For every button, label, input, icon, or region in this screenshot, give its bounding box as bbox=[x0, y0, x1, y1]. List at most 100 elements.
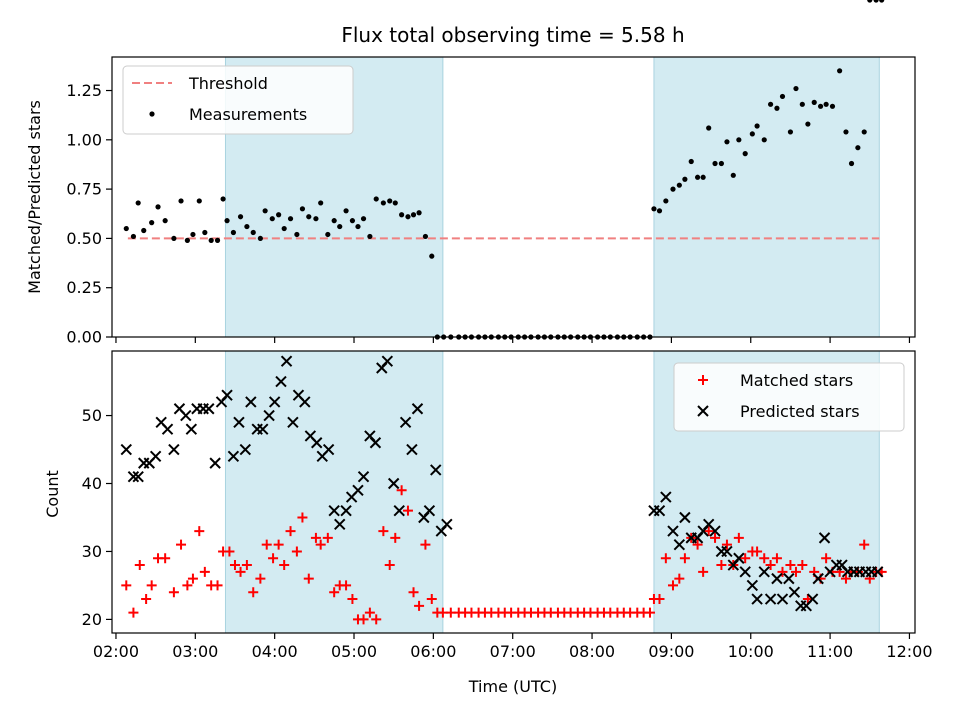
predicted-star-point bbox=[334, 518, 346, 530]
matched-star-point bbox=[235, 566, 246, 577]
measurement-point bbox=[237, 214, 244, 220]
measurement-point bbox=[879, 0, 885, 3]
predicted-star-point bbox=[783, 572, 795, 585]
predicted-star-point bbox=[871, 566, 884, 578]
predicted-star-point bbox=[812, 572, 824, 585]
matched-star-point bbox=[273, 539, 284, 550]
top-y-tick-label: 0.75 bbox=[66, 180, 102, 199]
measurement-point bbox=[337, 223, 343, 230]
matched-star-point bbox=[121, 580, 132, 591]
measurement-point bbox=[367, 233, 373, 240]
measurement-point bbox=[805, 121, 811, 127]
matched-star-point bbox=[241, 560, 252, 571]
legend-label: Predicted stars bbox=[740, 402, 860, 421]
predicted-star-point bbox=[239, 443, 252, 456]
matched-star-point bbox=[384, 560, 395, 571]
top-axes-frame bbox=[111, 56, 916, 338]
predicted-star-point bbox=[733, 552, 745, 564]
predicted-star-point bbox=[751, 593, 763, 605]
measurement-point bbox=[422, 233, 429, 240]
measurement-point bbox=[749, 131, 755, 137]
matched-star-point bbox=[802, 594, 813, 605]
predicted-star-point bbox=[263, 409, 275, 422]
measurement-point bbox=[405, 214, 411, 220]
predicted-star-point bbox=[411, 403, 424, 415]
measurement-point bbox=[257, 235, 263, 242]
predicted-star-point bbox=[441, 518, 453, 530]
legend-label: Measurements bbox=[189, 105, 307, 124]
measurement-point bbox=[663, 198, 669, 204]
matched-star-point bbox=[134, 560, 145, 571]
predicted-star-point bbox=[227, 450, 240, 463]
predicted-star-point bbox=[268, 396, 281, 408]
matched-star-point bbox=[285, 526, 296, 537]
measurement-point bbox=[178, 198, 184, 204]
predicted-star-point bbox=[771, 572, 783, 585]
predicted-star-point bbox=[423, 504, 436, 517]
measurement-point bbox=[811, 99, 817, 105]
top-y-tick-label: 1.00 bbox=[66, 130, 102, 149]
measurement-point bbox=[736, 137, 742, 143]
x-tick-label: 04:00 bbox=[252, 642, 298, 661]
measurement-point bbox=[767, 101, 774, 107]
predicted-star-point bbox=[322, 443, 335, 456]
predicted-star-point bbox=[653, 504, 666, 517]
matched-star-point bbox=[771, 553, 782, 564]
measurement-point bbox=[141, 227, 147, 234]
predicted-star-point bbox=[818, 532, 831, 544]
measurement-point bbox=[682, 176, 688, 182]
predicted-star-point bbox=[660, 491, 672, 503]
predicted-star-point bbox=[161, 423, 174, 435]
matched-star-point bbox=[759, 553, 770, 564]
bottom-y-tick-label: 50 bbox=[82, 406, 102, 425]
measurement-point bbox=[843, 129, 849, 135]
x-axis-label: Time (UTC) bbox=[468, 677, 557, 696]
matched-star-point bbox=[358, 614, 369, 625]
x-tick-label: 11:00 bbox=[807, 642, 853, 661]
matched-star-point bbox=[329, 587, 340, 598]
measurement-point bbox=[380, 200, 386, 206]
measurement-point bbox=[190, 231, 196, 238]
predicted-star-point bbox=[203, 403, 215, 415]
matched-star-point bbox=[408, 587, 419, 598]
matched-star-point bbox=[660, 553, 671, 564]
measurement-point bbox=[220, 196, 226, 202]
matched-star-point bbox=[297, 512, 308, 523]
predicted-star-point bbox=[369, 437, 382, 449]
matched-star-point bbox=[396, 485, 407, 496]
predicted-star-point bbox=[221, 389, 233, 401]
measurement-point bbox=[706, 125, 712, 131]
measurement-point bbox=[135, 200, 141, 206]
top-panel: 0.00 0.25 0.50 0.75 1.00 1.25 Threshold Measure… bbox=[66, 0, 916, 347]
x-tick-label: 12:00 bbox=[886, 642, 932, 661]
predicted-star-point bbox=[393, 504, 405, 517]
predicted-star-point bbox=[679, 511, 691, 524]
legend-predicted-swatch bbox=[697, 405, 709, 417]
measurement-point bbox=[392, 200, 398, 206]
matched-star-point bbox=[703, 526, 714, 537]
measurement-point bbox=[429, 253, 435, 259]
matched-star-point bbox=[692, 539, 703, 550]
predicted-star-point bbox=[275, 375, 287, 388]
predicted-star-point bbox=[180, 409, 192, 422]
measurement-point bbox=[269, 216, 275, 222]
matched-star-point bbox=[182, 580, 193, 591]
measurement-point bbox=[294, 231, 300, 238]
matched-star-point bbox=[199, 566, 210, 577]
matched-star-point bbox=[229, 560, 240, 571]
matched-star-point bbox=[797, 560, 808, 571]
legend-measurement-swatch bbox=[149, 111, 155, 117]
matched-star-point bbox=[187, 573, 198, 584]
x-tick-label: 09:00 bbox=[648, 642, 694, 661]
matched-star-point bbox=[347, 594, 358, 605]
predicted-star-point bbox=[430, 464, 442, 476]
matched-star-point bbox=[364, 607, 375, 618]
predicted-star-point bbox=[709, 525, 721, 537]
predicted-star-point bbox=[209, 457, 221, 469]
matched-star-point bbox=[426, 594, 437, 605]
measurement-point bbox=[779, 93, 786, 100]
matched-star-point bbox=[146, 580, 157, 591]
matched-star-point bbox=[740, 553, 751, 564]
bottom-series-0 bbox=[121, 485, 887, 625]
